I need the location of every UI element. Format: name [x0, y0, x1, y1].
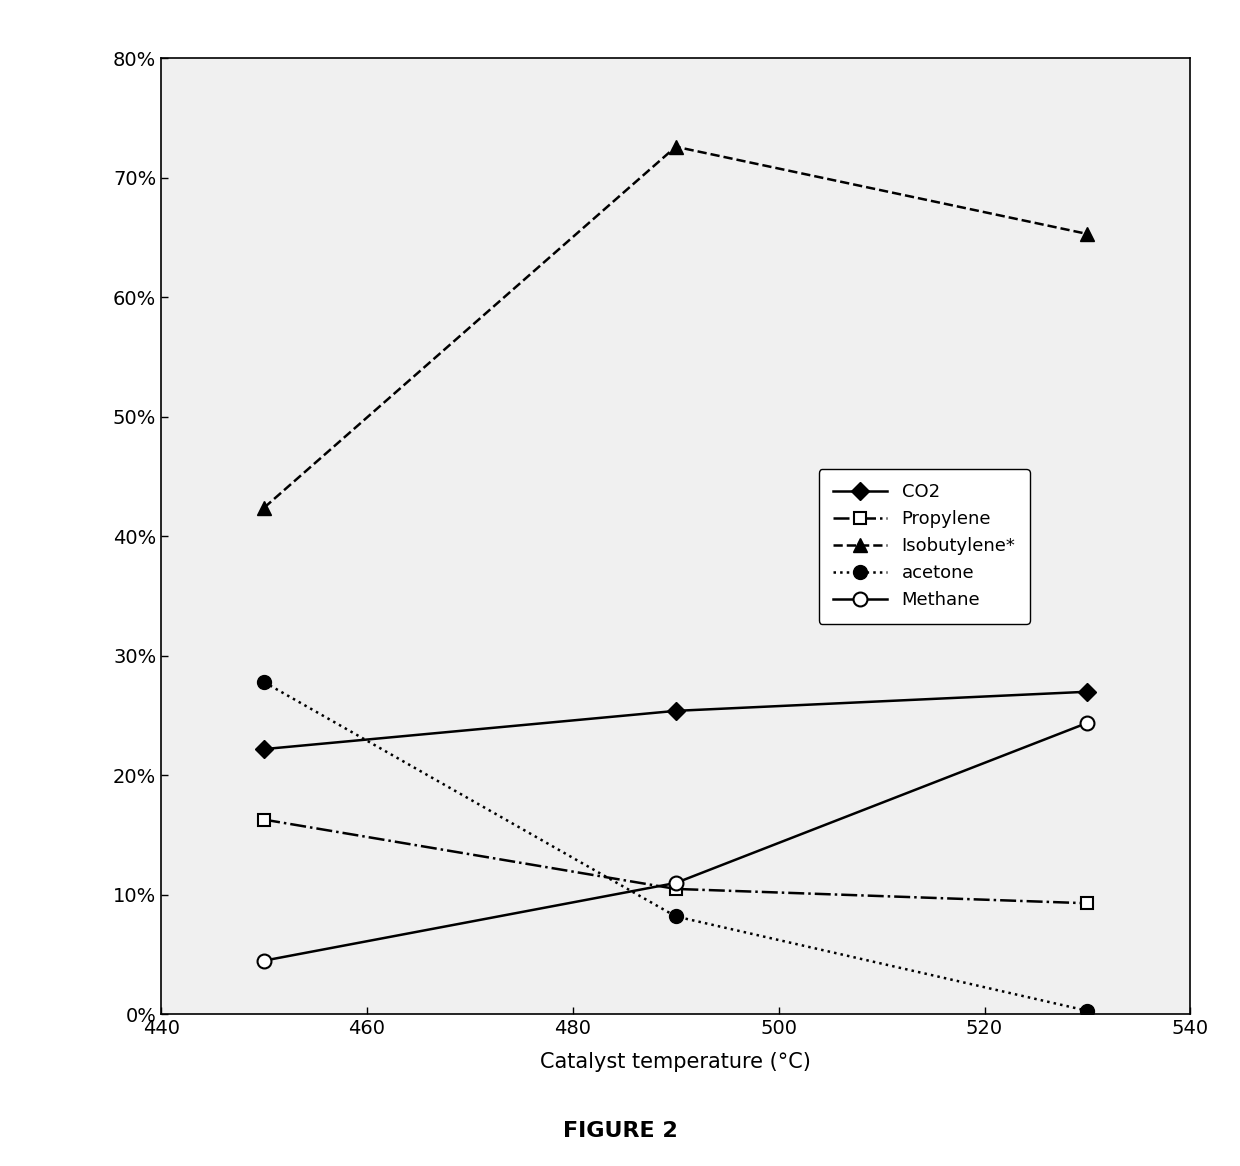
acetone — [1080, 1004, 1095, 1018]
Methane — [257, 954, 272, 968]
Legend: CO2, Propylene, Isobutylene*, acetone, Methane: CO2, Propylene, Isobutylene*, acetone, M… — [818, 469, 1030, 624]
acetone — [257, 675, 272, 689]
Isobutylene* — [257, 500, 272, 514]
CO2 — [668, 704, 683, 718]
Line: acetone: acetone — [257, 675, 1095, 1018]
Line: Propylene: Propylene — [258, 814, 1094, 909]
Line: Isobutylene*: Isobutylene* — [257, 140, 1095, 514]
Line: CO2: CO2 — [258, 686, 1094, 756]
acetone — [668, 909, 683, 923]
CO2 — [257, 742, 272, 756]
Line: Methane: Methane — [257, 716, 1095, 968]
CO2 — [1080, 684, 1095, 698]
Methane — [1080, 716, 1095, 730]
Propylene — [1080, 897, 1095, 911]
Text: FIGURE 2: FIGURE 2 — [563, 1121, 677, 1142]
Propylene — [668, 881, 683, 895]
X-axis label: Catalyst temperature (°C): Catalyst temperature (°C) — [541, 1052, 811, 1073]
Propylene — [257, 813, 272, 827]
Methane — [668, 876, 683, 890]
Isobutylene* — [668, 140, 683, 154]
Isobutylene* — [1080, 227, 1095, 241]
